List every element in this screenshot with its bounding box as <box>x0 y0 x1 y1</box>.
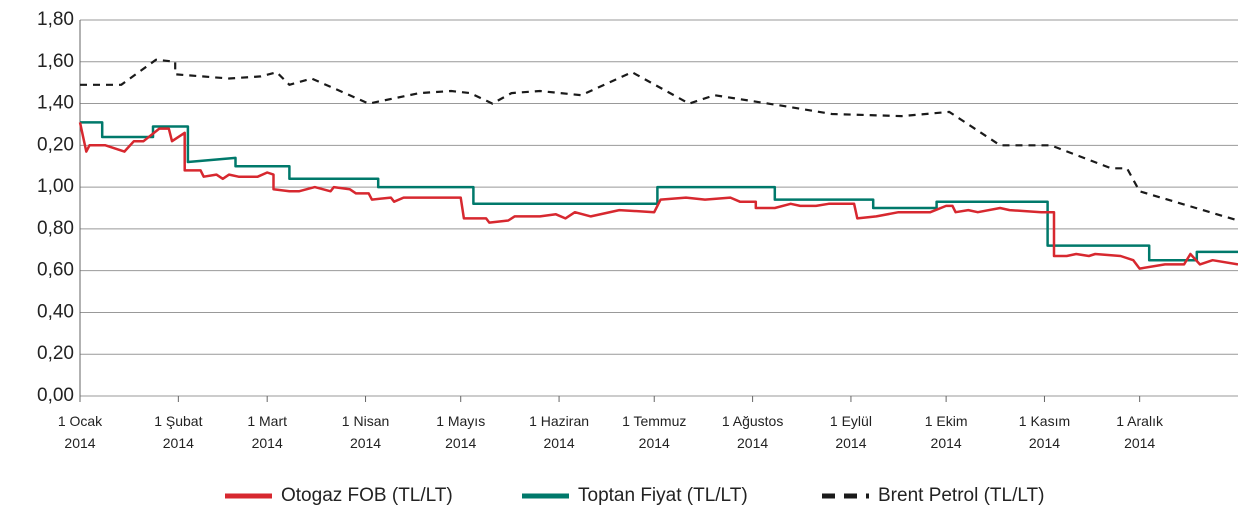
legend-label: Brent Petrol (TL/LT) <box>878 485 1044 506</box>
x-tick-label: 1 Haziran 2014 <box>529 413 590 451</box>
series-line <box>80 58 1238 222</box>
y-tick-label: 1,40 <box>37 93 74 114</box>
x-tick-label: 1 Temmuz 2014 <box>622 413 687 451</box>
series-line <box>80 121 1238 262</box>
x-tick-label: 1 Mart 2014 <box>247 413 288 451</box>
legend-label: Toptan Fiyat (TL/LT) <box>578 485 748 506</box>
legend-label: Otogaz FOB (TL/LT) <box>281 485 453 506</box>
x-tick-label: 1 Ocak 2014 <box>57 413 103 451</box>
y-tick-label: 0,60 <box>37 260 74 281</box>
x-tick-label: 1 Mayıs 2014 <box>436 413 486 451</box>
y-tick-label: 0,20 <box>37 134 74 155</box>
x-tick-label: 1 Aralık 2014 <box>1116 413 1163 451</box>
y-tick-label: 0,00 <box>37 385 74 406</box>
x-tick-label: 1 Eylül 2014 <box>829 413 872 451</box>
x-tick-label: 1 Kasım 2014 <box>1018 413 1071 451</box>
y-tick-label: 1,80 <box>37 9 74 30</box>
y-tick-label: 0,80 <box>37 218 74 239</box>
y-tick-label: 1,60 <box>37 51 74 72</box>
x-tick-label: 1 Ekim 2014 <box>924 413 968 451</box>
x-tick-label: 1 Ağustos 2014 <box>721 413 784 451</box>
y-tick-label: 0,20 <box>37 343 74 364</box>
x-tick-label: 1 Şubat 2014 <box>154 413 203 451</box>
y-tick-label: 0,40 <box>37 301 74 322</box>
y-tick-label: 1,00 <box>37 176 74 197</box>
series-line <box>78 122 1238 270</box>
x-tick-label: 1 Nisan 2014 <box>341 413 390 451</box>
